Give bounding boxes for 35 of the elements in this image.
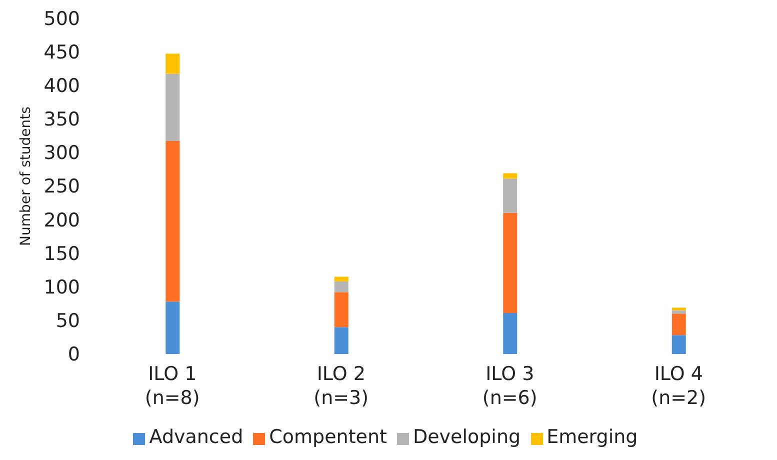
- legend-label: Advanced: [149, 426, 244, 448]
- bar: [334, 292, 348, 328]
- bar: [166, 54, 180, 74]
- bar: [166, 74, 180, 141]
- y-tick-label: 0: [68, 344, 80, 366]
- bar: [503, 313, 518, 354]
- legend-label: Compentent: [269, 426, 387, 448]
- bar: [672, 335, 686, 354]
- bar: [334, 281, 348, 292]
- bar: [334, 276, 348, 282]
- y-tick-label: 400: [44, 74, 80, 97]
- bar: [166, 302, 180, 354]
- bar: [503, 173, 518, 179]
- bar: [672, 314, 686, 336]
- bar: [503, 212, 518, 314]
- bar: [166, 140, 180, 302]
- x-tick-label: ILO 4 (n=2): [651, 363, 706, 409]
- bar: [672, 308, 686, 310]
- bar: [503, 178, 518, 213]
- y-tick-label: 350: [44, 108, 80, 131]
- x-tick-label: ILO 2 (n=3): [314, 363, 369, 409]
- legend-label: Developing: [412, 426, 521, 448]
- bar: [334, 327, 348, 354]
- y-axis-title: Number of students: [18, 106, 34, 246]
- y-tick-label: 50: [56, 310, 80, 332]
- y-tick-label: 300: [44, 142, 80, 164]
- legend-label: Emerging: [546, 426, 638, 448]
- y-tick-label: 500: [44, 8, 80, 30]
- x-tick-label: ILO 1 (n=8): [144, 363, 200, 409]
- y-tick-label: 200: [44, 209, 80, 232]
- x-tick-label: ILO 3 (n=6): [482, 363, 538, 409]
- y-tick-label: 450: [44, 41, 80, 64]
- y-tick-label: 250: [44, 176, 80, 198]
- y-tick-label: 150: [44, 242, 80, 265]
- y-tick-label: 100: [44, 276, 80, 299]
